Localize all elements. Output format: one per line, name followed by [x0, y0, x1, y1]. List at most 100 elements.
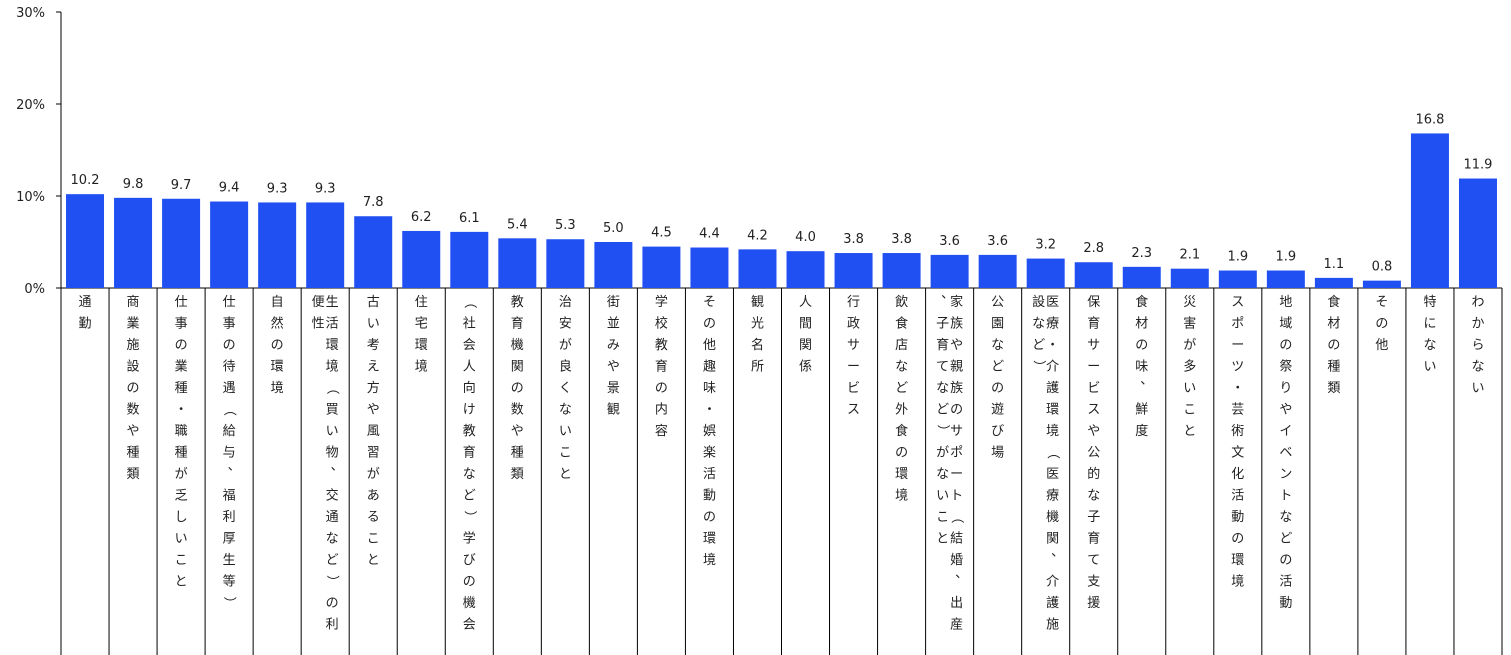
- svg-text:ー: ー: [847, 360, 860, 375]
- svg-text:施: 施: [127, 338, 140, 353]
- bar: [1122, 266, 1161, 288]
- svg-text:活: 活: [703, 467, 716, 482]
- svg-text:が: が: [1183, 338, 1196, 353]
- svg-text:ー: ー: [1231, 338, 1244, 353]
- data-label: 4.4: [699, 227, 720, 242]
- svg-text:商: 商: [127, 295, 140, 310]
- svg-text:家: 家: [950, 294, 963, 310]
- svg-text:な: な: [1087, 489, 1100, 504]
- data-label: 2.8: [1083, 241, 1104, 256]
- svg-text:業: 業: [175, 359, 188, 375]
- svg-text:名: 名: [751, 337, 764, 353]
- svg-text:的: 的: [1087, 466, 1100, 482]
- bar: [1458, 178, 1497, 288]
- svg-text:教: 教: [655, 337, 668, 353]
- svg-text:活: 活: [1231, 489, 1244, 504]
- svg-text:種: 種: [1327, 359, 1340, 375]
- svg-text:支: 支: [1087, 575, 1100, 590]
- svg-text:サ: サ: [1087, 338, 1100, 353]
- svg-text:環: 環: [271, 360, 284, 375]
- svg-text:な: な: [895, 360, 908, 375]
- svg-text:園: 園: [991, 317, 1004, 332]
- svg-text:結: 結: [950, 532, 963, 547]
- svg-text:数: 数: [127, 403, 140, 418]
- svg-text:境: 境: [703, 553, 716, 568]
- svg-text:事: 事: [223, 317, 236, 332]
- svg-text:サ: サ: [950, 424, 963, 439]
- svg-text:芸: 芸: [1231, 402, 1244, 418]
- svg-text:・: ・: [1231, 381, 1244, 396]
- svg-text:・: ・: [703, 403, 716, 418]
- svg-text:食: 食: [895, 423, 908, 439]
- svg-text:な: な: [936, 381, 949, 396]
- svg-text:親: 親: [950, 360, 963, 375]
- svg-text:文: 文: [1231, 446, 1244, 461]
- svg-text:婚: 婚: [950, 553, 963, 568]
- svg-text:や: や: [1087, 424, 1100, 439]
- data-label: 9.8: [123, 177, 144, 192]
- svg-text:の: の: [1327, 338, 1340, 353]
- svg-text:の: の: [895, 446, 908, 461]
- svg-text:設: 設: [1032, 294, 1045, 310]
- bar: [546, 239, 585, 288]
- svg-text:ど: ど: [936, 403, 949, 418]
- data-label: 2.1: [1179, 248, 1200, 263]
- data-label: 9.7: [171, 178, 192, 193]
- svg-text:の: の: [326, 596, 339, 611]
- svg-text:護: 護: [1046, 380, 1059, 396]
- data-label: 16.8: [1415, 112, 1444, 127]
- svg-text:と: と: [559, 467, 572, 482]
- svg-text:環: 環: [895, 467, 908, 482]
- svg-text:と: と: [367, 553, 380, 568]
- svg-text:の: の: [655, 381, 668, 396]
- svg-text:関: 関: [1046, 532, 1059, 547]
- svg-text:と: と: [175, 575, 188, 590]
- svg-text:や: や: [607, 360, 620, 375]
- category-labels: 通勤商業施設の数や種類仕事の業種・職種が乏しいこと仕事の待遇（給与、福利厚生等）…: [79, 287, 1485, 633]
- svg-text:な: な: [1279, 510, 1292, 525]
- bar: [1410, 133, 1449, 288]
- svg-text:族: 族: [950, 380, 963, 396]
- svg-text:給: 給: [223, 424, 236, 439]
- svg-text:族: 族: [950, 316, 963, 332]
- svg-text:機: 機: [1046, 510, 1059, 525]
- svg-text:境: 境: [415, 360, 428, 375]
- svg-text:（: （: [462, 295, 477, 308]
- svg-text:）: ）: [462, 510, 477, 523]
- svg-text:外: 外: [895, 403, 908, 418]
- bar: [1026, 258, 1065, 288]
- y-tick-label: 10%: [16, 190, 45, 205]
- svg-text:場: 場: [991, 446, 1004, 461]
- svg-text:趣: 趣: [703, 360, 716, 375]
- svg-text:内: 内: [655, 402, 668, 418]
- svg-text:し: し: [175, 510, 188, 525]
- svg-text:や: や: [367, 403, 380, 418]
- data-label: 6.1: [459, 211, 480, 226]
- svg-text:ら: ら: [1471, 338, 1484, 353]
- svg-text:サ: サ: [847, 338, 860, 353]
- data-label: 3.8: [843, 232, 864, 247]
- svg-text:福: 福: [223, 489, 236, 504]
- bar: [354, 216, 393, 288]
- svg-text:い: い: [1423, 360, 1436, 375]
- svg-text:や: や: [511, 424, 524, 439]
- svg-text:あ: あ: [367, 489, 380, 504]
- data-label: 10.2: [71, 173, 100, 188]
- svg-text:ス: ス: [1087, 403, 1100, 418]
- svg-text:育: 育: [463, 445, 476, 461]
- svg-text:特: 特: [1423, 295, 1436, 310]
- svg-text:り: り: [1279, 381, 1292, 396]
- svg-text:与: 与: [223, 446, 236, 461]
- bar: [786, 251, 825, 288]
- svg-text:公: 公: [991, 295, 1004, 310]
- svg-text:（: （: [949, 510, 964, 523]
- svg-text:ス: ス: [847, 403, 860, 418]
- svg-text:育: 育: [1087, 531, 1100, 547]
- svg-text:な: な: [1471, 360, 1484, 375]
